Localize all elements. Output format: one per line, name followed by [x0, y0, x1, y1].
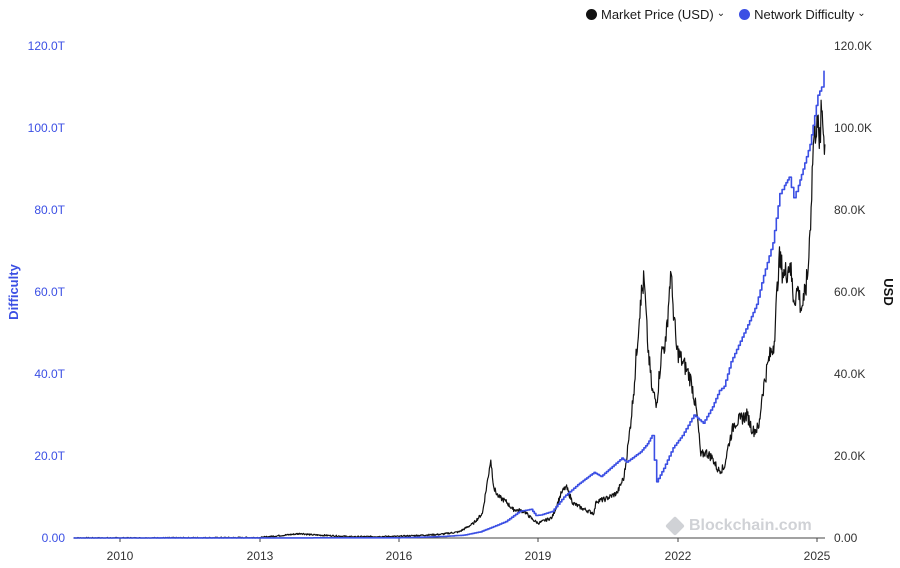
- x-tick-label: 2022: [665, 549, 692, 563]
- price-series-dot-icon: [586, 8, 597, 20]
- right-tick-label: 40.0K: [834, 367, 865, 381]
- right-tick-label: 120.0K: [834, 39, 872, 53]
- right-tick-label: 20.0K: [834, 449, 865, 463]
- chevron-down-icon[interactable]: ⌄: [716, 7, 726, 19]
- left-axis-label: Difficulty: [6, 263, 21, 319]
- watermark-text: Blockchain.com: [689, 517, 812, 534]
- legend: Market Price (USD) ⌄ Network Difficulty …: [586, 5, 880, 23]
- right-tick-label: 80.0K: [834, 203, 865, 217]
- left-axis-ticks: 0.00 20.0T 40.0T 60.0T 80.0T 100.0T 120.0T: [28, 39, 66, 545]
- market-price-series-line: [73, 99, 826, 539]
- x-tick-label: 2010: [107, 549, 134, 563]
- legend-item-difficulty[interactable]: Network Difficulty ⌄: [739, 7, 866, 22]
- x-tick-label: 2019: [525, 549, 552, 563]
- x-tick-label: 2013: [247, 549, 274, 563]
- left-tick-label: 20.0T: [34, 449, 65, 463]
- watermark: Blockchain.com: [665, 516, 812, 536]
- right-tick-label: 100.0K: [834, 121, 872, 135]
- difficulty-series-dot-icon: [739, 8, 751, 20]
- left-tick-label: 120.0T: [28, 39, 66, 53]
- right-tick-label: 0.00: [834, 531, 858, 545]
- right-tick-label: 60.0K: [834, 285, 865, 299]
- legend-item-price[interactable]: Market Price (USD) ⌄: [586, 7, 725, 22]
- x-axis-ticks: 2010 2013 2016 2019 2022 2025: [107, 538, 831, 563]
- left-tick-label: 0.00: [42, 531, 66, 545]
- right-axis-label: USD: [881, 278, 896, 305]
- right-axis-ticks: 0.00 20.0K 40.0K 60.0K 80.0K 100.0K 120.0K: [834, 39, 872, 545]
- left-tick-label: 80.0T: [34, 203, 65, 217]
- legend-price-label: Market Price (USD): [601, 6, 714, 22]
- legend-difficulty-label: Network Difficulty: [754, 6, 855, 22]
- x-tick-label: 2025: [804, 549, 831, 563]
- left-tick-label: 100.0T: [28, 121, 66, 135]
- blockchain-logo-icon: [665, 516, 685, 536]
- left-tick-label: 60.0T: [34, 285, 65, 299]
- x-tick-label: 2016: [386, 549, 413, 563]
- network-difficulty-series-line: [73, 70, 825, 539]
- chevron-down-icon[interactable]: ⌄: [857, 7, 866, 19]
- left-tick-label: 40.0T: [34, 367, 65, 381]
- series-layer: [73, 70, 826, 539]
